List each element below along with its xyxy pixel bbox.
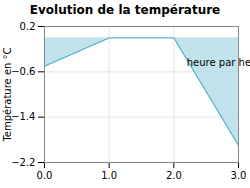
svg-text:2.0: 2.0 — [166, 170, 182, 181]
html-text:Evolution de la température: Evolution de la température — [29, 3, 221, 17]
svg-text:0.2: 0.2 — [20, 21, 36, 32]
svg-text:−0.6: −0.6 — [11, 66, 35, 77]
svg-text:3.0: 3.0 — [231, 170, 247, 181]
svg-text:0.0: 0.0 — [37, 170, 53, 181]
svg-text:−2.2: −2.2 — [11, 157, 35, 168]
svg-text:1.0: 1.0 — [101, 170, 117, 181]
svg-text:Température en °C: Température en °C — [2, 47, 13, 142]
svg-text:heure par heure: heure par heure — [187, 57, 250, 68]
svg-text:−1.4: −1.4 — [11, 111, 35, 122]
